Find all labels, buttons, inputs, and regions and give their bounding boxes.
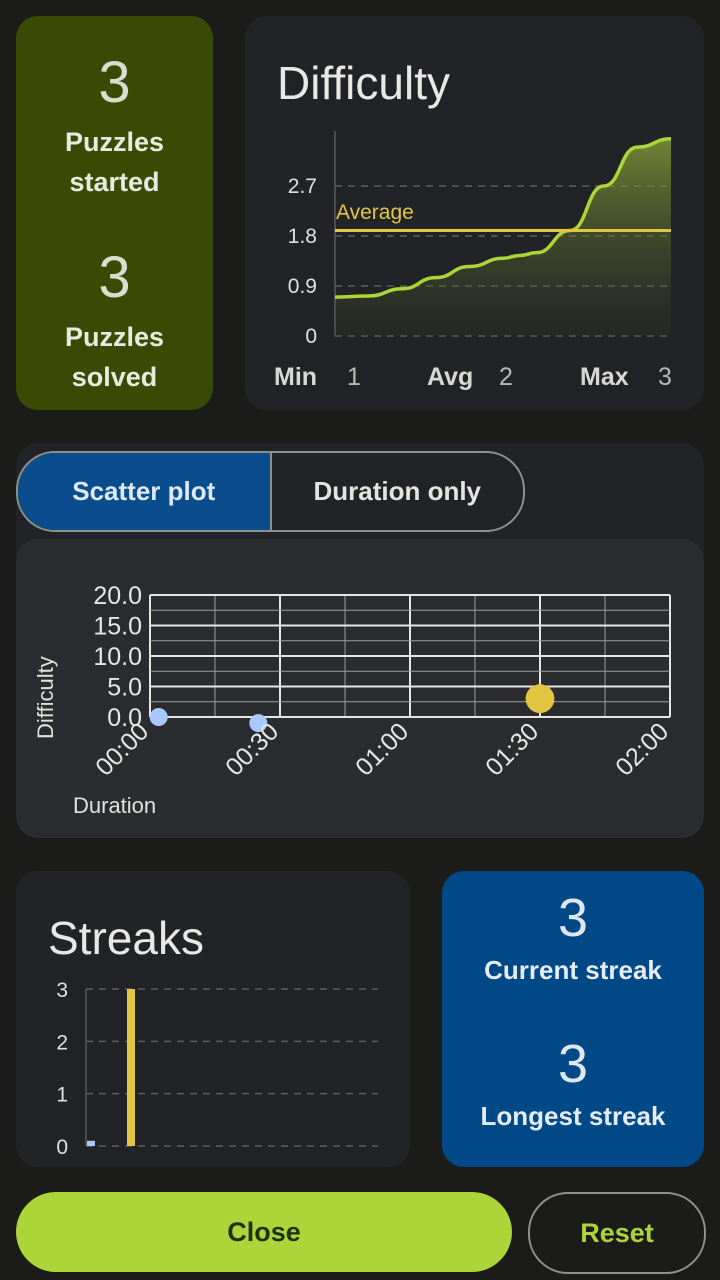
difficulty-y-tick: 0 [305, 325, 317, 348]
min-label: Min [274, 363, 317, 391]
current-streak-value: 3 [557, 888, 589, 948]
difficulty-line [334, 137, 672, 299]
difficulty-card: Difficulty Average 0 0.9 1.8 2.7 Min 1 Avg … [245, 16, 704, 410]
scatter-chart-card: 0.0 5.0 10.0 15.0 20.0 00:00 00:30 01:00 01:30 02… [16, 539, 704, 838]
scatter-point [149, 708, 168, 726]
scatter-x-tick: 02:00 [610, 717, 674, 781]
streak-summary-card: 3 Current streak 3 Longest streak [442, 871, 704, 1167]
scatter-y-tick: 5.0 [107, 674, 142, 702]
puzzles-started-label-line2: started [69, 167, 160, 197]
scatter-y-axis-label: Difficulty [33, 656, 58, 739]
scatter-chart: 0.05.010.015.020.000:00 00:30 01:00 01:30 02… [33, 582, 674, 818]
streaks-card: Streaks 0 1 2 3 [16, 871, 410, 1167]
scatter-x-tick: 01:30 [480, 717, 544, 781]
puzzles-started-label-line1: Puzzles [64, 127, 165, 157]
streak-bar [127, 989, 135, 1146]
scatter-x-axis-label: Duration [73, 793, 156, 818]
streaks-chart: 0 1 2 3 [56, 979, 378, 1159]
difficulty-area [335, 138, 671, 336]
scatter-plot-tab[interactable]: Scatter plot [18, 453, 272, 530]
close-button[interactable]: Close [16, 1192, 512, 1272]
reset-button[interactable]: Reset [528, 1192, 706, 1274]
difficulty-y-tick: 0.9 [288, 275, 317, 298]
longest-streak-label: Longest streak [480, 1101, 666, 1131]
duration-only-tab[interactable]: Duration only [313, 476, 482, 506]
puzzles-solved-value: 3 [98, 245, 131, 310]
scatter-y-tick: 20.0 [93, 582, 142, 610]
difficulty-chart: Average 0 0.9 1.8 2.7 Min 1 Avg 2 Max 3 [274, 131, 672, 391]
streaks-y-tick: 2 [56, 1031, 68, 1054]
avg-label: Avg [427, 363, 473, 391]
difficulty-y-tick: 1.8 [288, 225, 317, 248]
streaks-y-tick: 1 [56, 1084, 68, 1107]
puzzles-started-stat: 3 Puzzles started [16, 54, 213, 202]
difficulty-title: Difficulty [277, 57, 450, 109]
scatter-point [249, 714, 268, 733]
puzzle-summary-card: 3 Puzzles started 3 Puzzles solved [16, 16, 213, 410]
puzzles-solved-label-line2: solved [71, 362, 158, 392]
scatter-y-tick: 15.0 [93, 613, 142, 641]
difficulty-y-tick: 2.7 [288, 175, 317, 198]
current-streak-label: Current streak [484, 955, 662, 985]
avg-value: 2 [499, 363, 513, 391]
streaks-title: Streaks [48, 912, 204, 964]
average-label: Average [336, 201, 414, 224]
puzzles-solved-stat: 3 Puzzles solved [16, 249, 213, 397]
scatter-point [525, 684, 555, 714]
scatter-x-tick: 01:00 [350, 717, 414, 781]
longest-streak-stat: 3 Longest streak [442, 1037, 704, 1132]
longest-streak-value: 3 [557, 1034, 589, 1094]
min-value: 1 [347, 363, 361, 391]
scatter-y-tick: 0.0 [107, 704, 142, 732]
streak-bar [87, 1140, 95, 1146]
puzzles-solved-label-line1: Puzzles [64, 322, 165, 352]
scatter-y-tick: 10.0 [93, 643, 142, 671]
max-label: Max [580, 363, 629, 391]
chart-mode-toggle: Scatter plot Duration only [16, 451, 525, 532]
puzzles-started-value: 3 [98, 50, 131, 115]
streaks-y-tick: 0 [56, 1136, 68, 1159]
current-streak-stat: 3 Current streak [442, 891, 704, 986]
streaks-y-tick: 3 [56, 979, 68, 1002]
max-value: 3 [658, 363, 672, 391]
